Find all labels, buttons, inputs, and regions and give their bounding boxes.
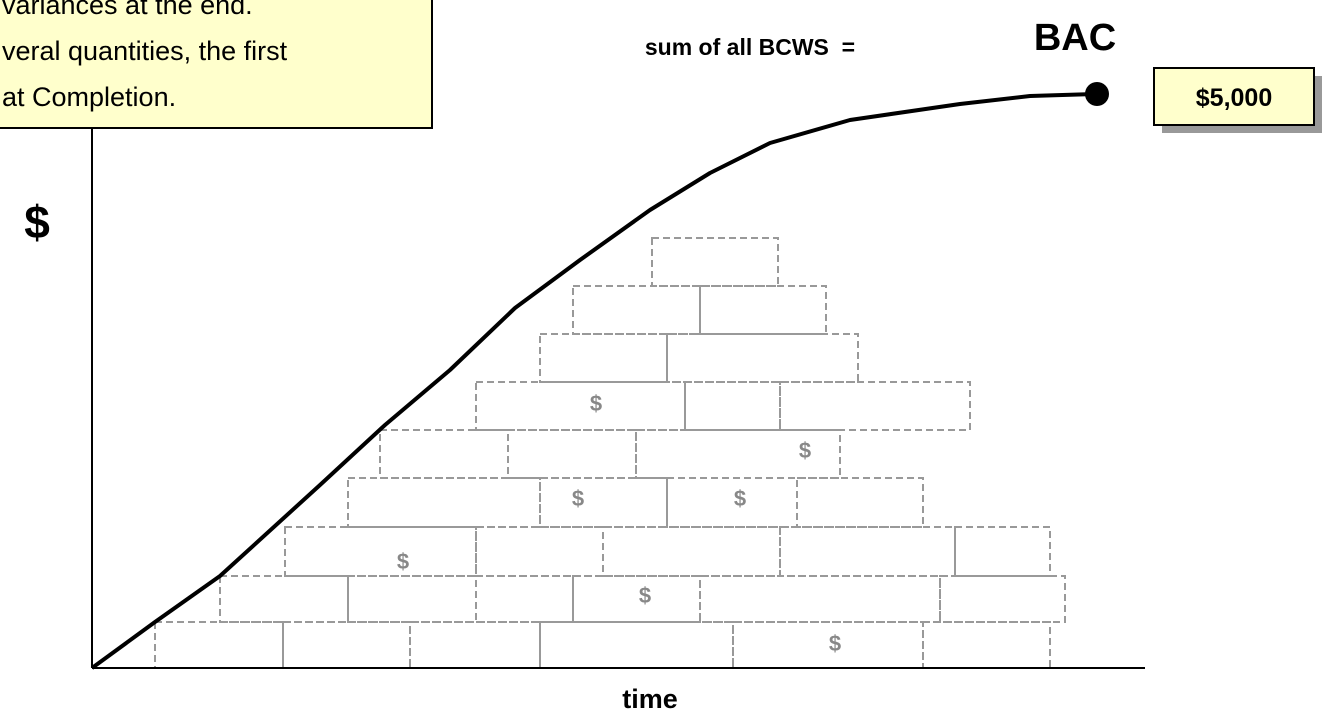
- brick: [476, 382, 685, 430]
- brick: [700, 576, 940, 622]
- brick: [540, 622, 733, 668]
- brick: [573, 576, 700, 622]
- brick: [780, 527, 955, 576]
- brick: [603, 527, 780, 576]
- brick: [685, 382, 780, 430]
- brick: [348, 478, 540, 527]
- brick: [476, 527, 603, 576]
- brick: [573, 286, 700, 334]
- brick: [540, 334, 667, 382]
- callout-line: veral quantities, the first: [2, 36, 288, 66]
- brick: [700, 286, 826, 334]
- brick: [410, 622, 540, 668]
- brick: [283, 622, 410, 668]
- brick: [955, 527, 1050, 576]
- brick: [652, 238, 778, 286]
- x-axis-label: time: [622, 684, 678, 714]
- brick: [940, 576, 1065, 622]
- brick-label: $: [734, 486, 746, 511]
- callout-line: variances at the end.: [2, 0, 253, 20]
- brick: [285, 527, 476, 576]
- brick: [923, 622, 1050, 668]
- callout-line: at Completion.: [2, 82, 176, 112]
- brick: [780, 382, 970, 430]
- brick: [508, 430, 636, 478]
- brick: [155, 622, 283, 668]
- brick: [348, 576, 476, 622]
- brick: [380, 430, 508, 478]
- brick-label: $: [572, 486, 584, 511]
- brick-label: $: [639, 583, 651, 608]
- brick: [667, 334, 858, 382]
- brick-label: $: [397, 549, 409, 574]
- end-point: [1085, 82, 1109, 106]
- bac-label: BAC: [1034, 17, 1116, 59]
- slide: $ $ $ $ $ $ $ variances at the end. veral quan…: [0, 0, 1326, 719]
- brick: [220, 576, 348, 622]
- bac-value: $5,000: [1196, 84, 1272, 112]
- brick-label: $: [590, 391, 602, 416]
- brick-label: $: [829, 631, 841, 656]
- equation-label: sum of all BCWS =: [645, 34, 855, 60]
- brick: [476, 576, 573, 622]
- brick-label: $: [799, 438, 811, 463]
- brick: [667, 478, 797, 527]
- brick: [540, 478, 667, 527]
- bricks: $ $ $ $ $ $ $: [155, 238, 1065, 668]
- y-axis-label: $: [24, 196, 50, 248]
- brick: [797, 478, 923, 527]
